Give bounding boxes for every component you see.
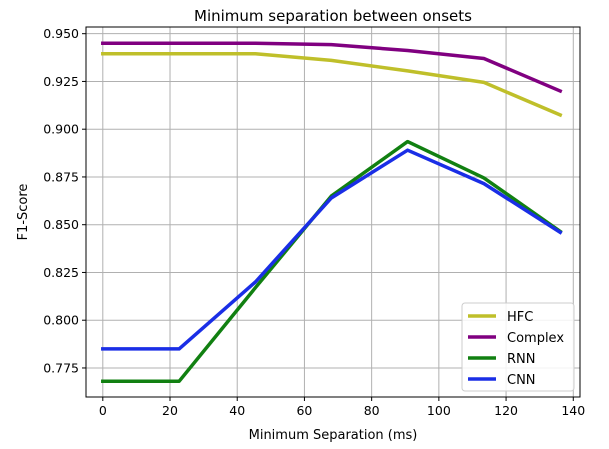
x-tick-label: 80 xyxy=(364,403,380,418)
y-tick-label: 0.925 xyxy=(43,74,79,89)
x-tick-label: 60 xyxy=(296,403,312,418)
legend: HFC Complex RNN CNN xyxy=(461,302,575,392)
y-axis: 0.775 0.800 0.825 0.850 0.875 0.900 0.925 0.950 xyxy=(43,26,86,375)
x-tick-label: 100 xyxy=(427,403,451,418)
legend-label-cnn: CNN xyxy=(507,373,536,388)
legend-label-complex: Complex xyxy=(507,331,564,346)
x-tick-label: 40 xyxy=(229,403,245,418)
legend-box xyxy=(461,302,575,392)
y-tick-label: 0.850 xyxy=(43,217,79,232)
chart-title: Minimum separation between onsets xyxy=(194,7,472,25)
series-line-cnn xyxy=(101,148,563,351)
y-tick-label: 0.775 xyxy=(43,360,79,375)
series-line-complex xyxy=(101,41,563,94)
x-tick-label: 0 xyxy=(99,403,107,418)
plot-frame xyxy=(85,26,581,398)
y-tick-label: 0.800 xyxy=(43,313,79,328)
y-tick-label: 0.950 xyxy=(43,26,79,41)
x-axis: 0 20 40 60 80 100 120 140 xyxy=(99,397,585,418)
x-tick-label: 140 xyxy=(561,403,585,418)
legend-label-hfc: HFC xyxy=(507,310,533,325)
y-tick-label: 0.900 xyxy=(43,122,79,137)
y-tick-label: 0.825 xyxy=(43,265,79,280)
x-tick-label: 120 xyxy=(494,403,518,418)
plot-area xyxy=(85,26,581,398)
x-axis-label: Minimum Separation (ms) xyxy=(249,428,418,443)
y-tick-label: 0.875 xyxy=(43,169,79,184)
y-axis-label: F1-Score xyxy=(16,184,31,241)
series-layer xyxy=(101,41,563,384)
series-line-hfc xyxy=(101,51,563,118)
legend-label-rnn: RNN xyxy=(507,352,535,367)
x-tick-label: 20 xyxy=(162,403,178,418)
